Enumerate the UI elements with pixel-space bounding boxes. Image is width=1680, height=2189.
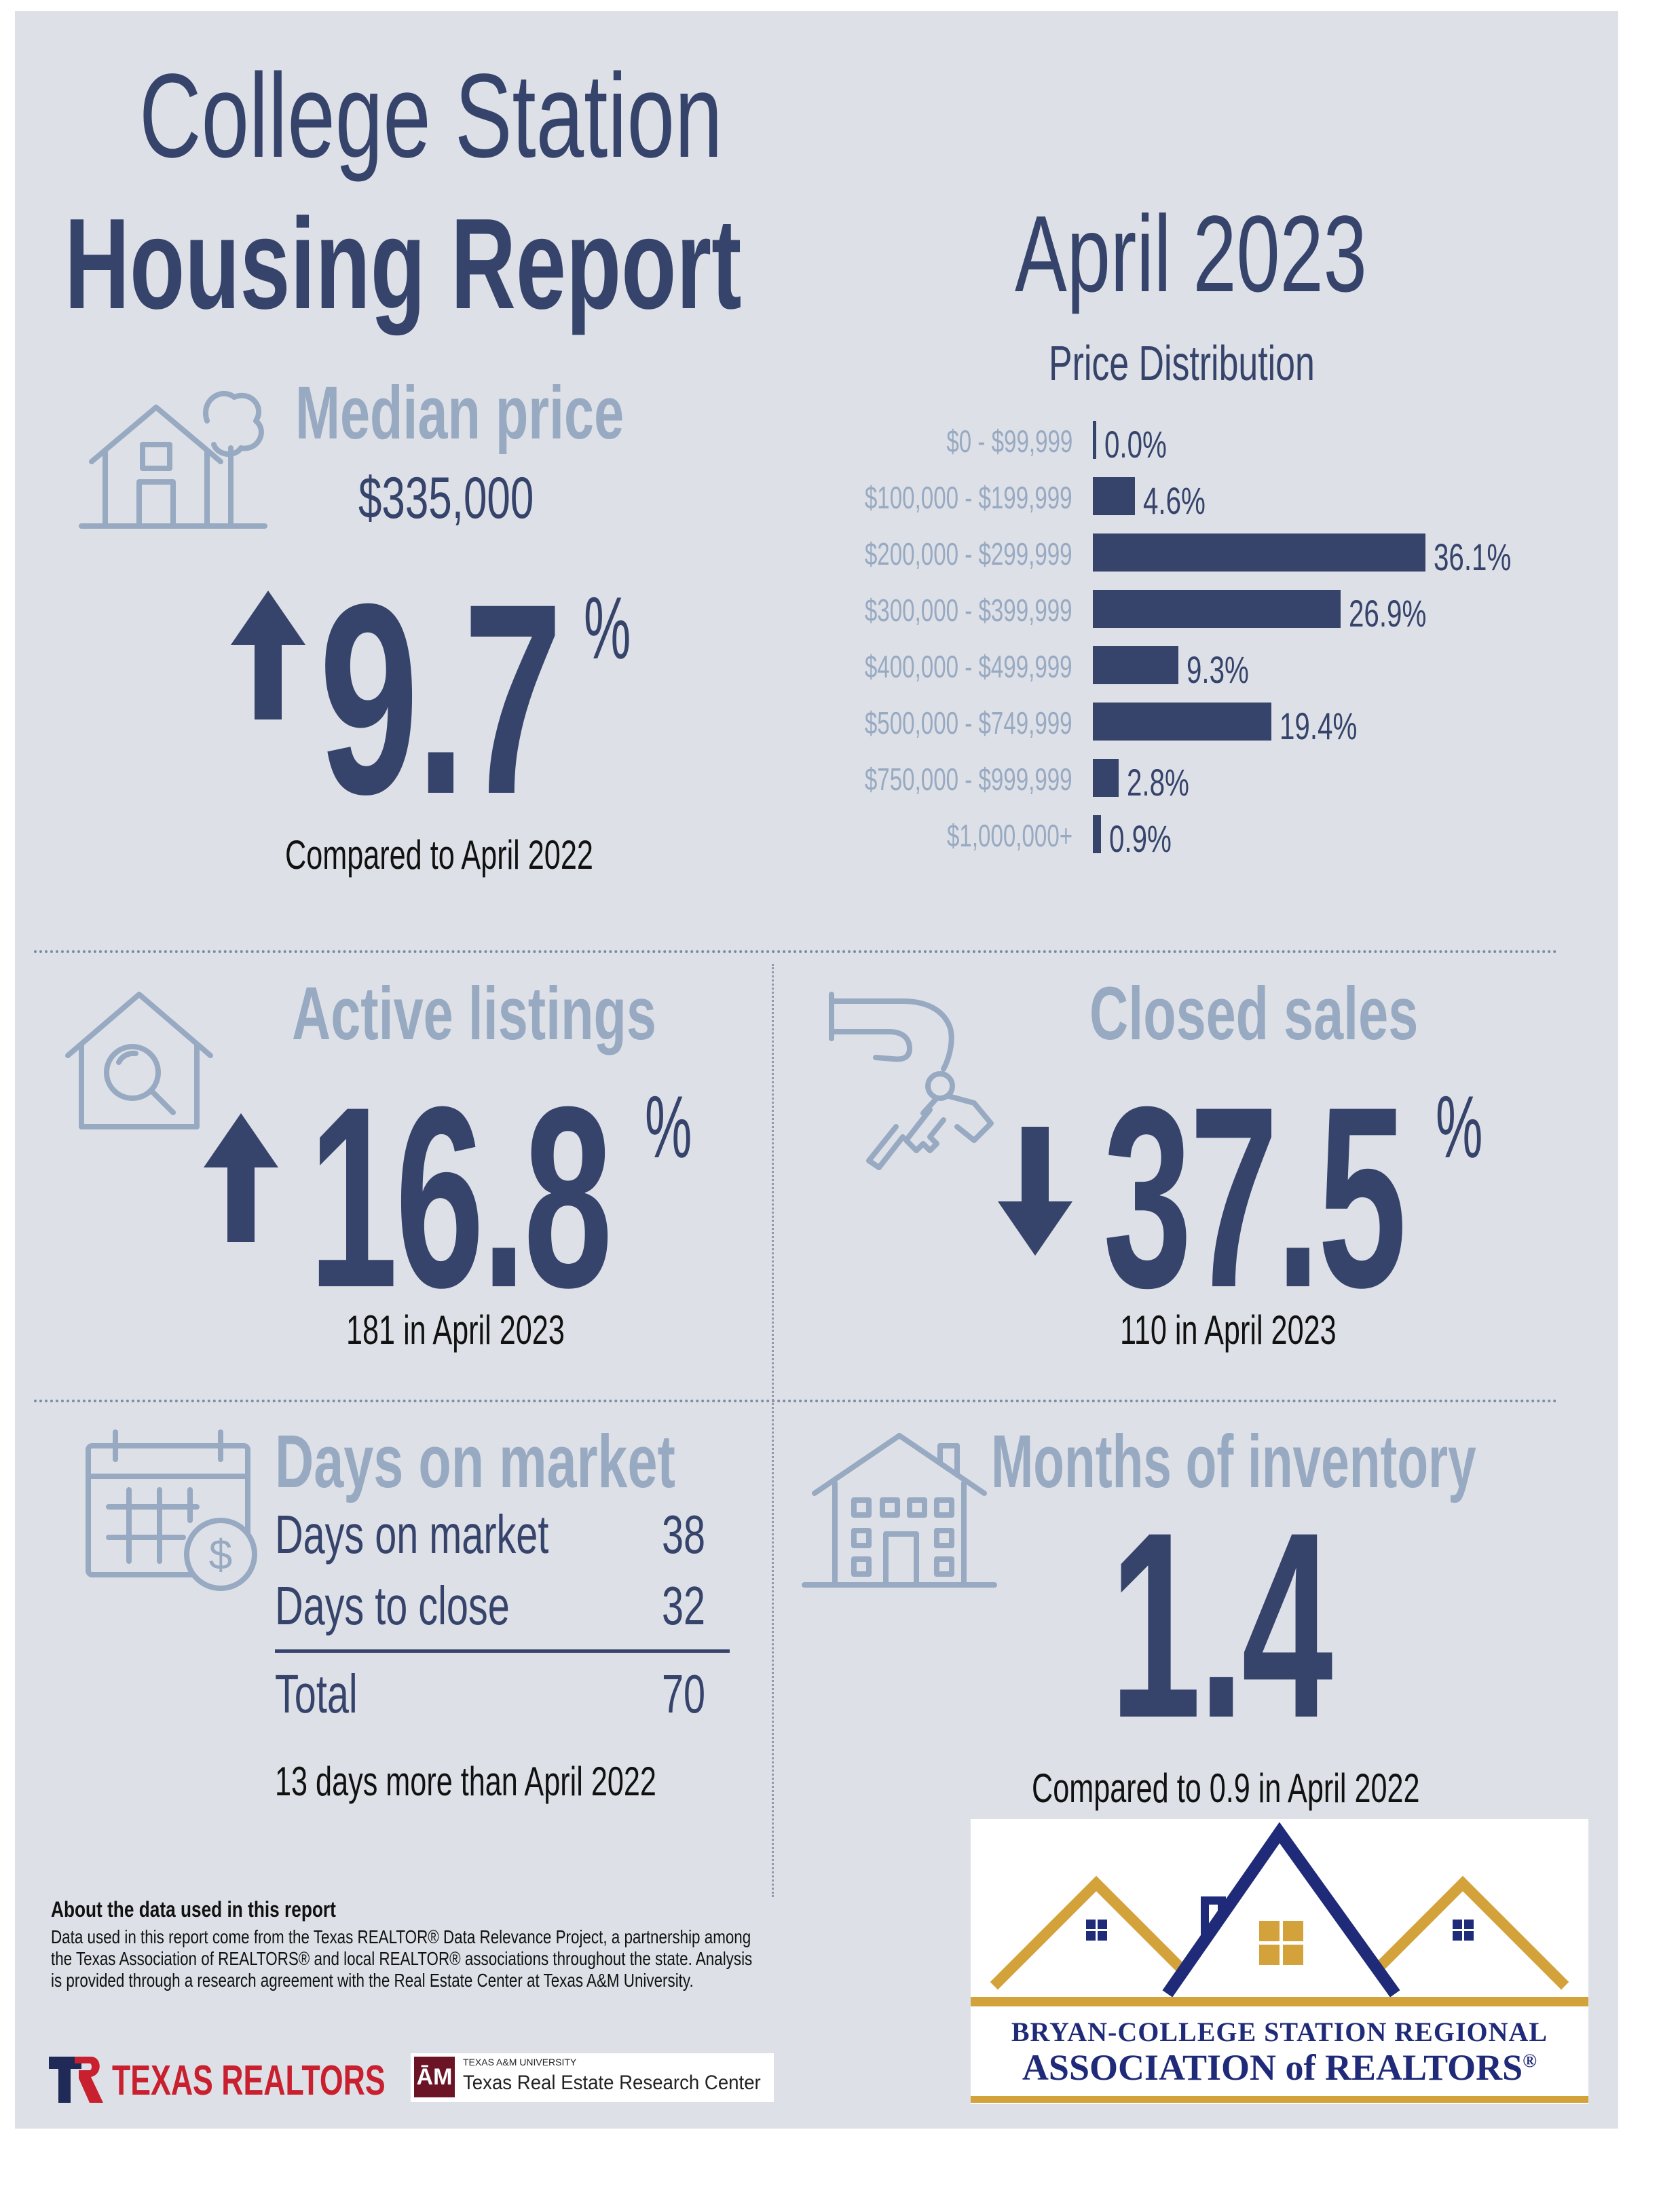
distribution-bar bbox=[1093, 590, 1341, 628]
distribution-bars: 0.0% 4.6% 36.1% 26.9% 9.3% 19.4% 2.8% 0.9% bbox=[1093, 421, 1568, 862]
median-price-value: $335,000 bbox=[358, 466, 534, 531]
closed-sales-title: Closed sales bbox=[1089, 972, 1419, 1055]
distribution-bar bbox=[1093, 815, 1102, 853]
arrow-down-icon bbox=[998, 1127, 1072, 1256]
distribution-value-label: 0.9% bbox=[1109, 817, 1172, 860]
total-row-value: 70 bbox=[662, 1664, 706, 1724]
title-line-2: Housing Report bbox=[64, 192, 742, 336]
distribution-value-label: 2.8% bbox=[1127, 761, 1189, 804]
dtc-row-label: Days to close bbox=[275, 1575, 510, 1636]
active-listings-caption: 181 in April 2023 bbox=[346, 1307, 565, 1353]
distribution-category-label: $500,000 - $749,999 bbox=[865, 705, 1072, 741]
closed-sales-change: 37.5 bbox=[1103, 1053, 1406, 1341]
days-on-market-caption: 13 days more than April 2022 bbox=[275, 1759, 656, 1804]
divider-top bbox=[34, 950, 1558, 953]
dom-row-value: 38 bbox=[662, 1504, 706, 1565]
distribution-category-label: $0 - $99,999 bbox=[946, 424, 1072, 459]
tamu-atm-icon: ĀM bbox=[414, 2057, 455, 2097]
bcs-line-2-text: ASSOCIATION of REALTORS bbox=[1022, 2047, 1523, 2088]
median-price-caption: Compared to April 2022 bbox=[285, 832, 593, 878]
dom-row-label: Days on market bbox=[275, 1504, 549, 1565]
bcs-association-logo: BRYAN-COLLEGE STATION REGIONAL ASSOCIATI… bbox=[971, 1819, 1588, 2104]
distribution-value-label: 9.3% bbox=[1187, 648, 1250, 691]
distribution-category-label: $300,000 - $399,999 bbox=[865, 593, 1072, 628]
active-listings-change: 16.8 bbox=[309, 1053, 612, 1341]
divider-vertical bbox=[772, 964, 774, 1897]
distribution-value-label: 4.6% bbox=[1143, 479, 1206, 522]
median-price-pct: % bbox=[584, 578, 631, 677]
rooftops-logo-icon bbox=[971, 1822, 1588, 2006]
about-text-wrap: Data used in this report come from the T… bbox=[51, 1926, 879, 1991]
days-on-market-title: Days on market bbox=[275, 1420, 675, 1503]
arrow-up-icon bbox=[204, 1113, 278, 1242]
distribution-category-label: $750,000 - $999,999 bbox=[865, 762, 1072, 797]
apartment-building-icon bbox=[802, 1433, 997, 1588]
distribution-category-label: $1,000,000+ bbox=[946, 818, 1072, 853]
months-inventory-title: Months of inventory bbox=[991, 1420, 1476, 1503]
months-inventory-value: 1.4 bbox=[1110, 1477, 1333, 1773]
house-tree-icon bbox=[79, 391, 267, 529]
distribution-category-label: $100,000 - $199,999 bbox=[865, 480, 1072, 515]
house-search-icon bbox=[65, 992, 213, 1129]
months-inventory-caption: Compared to 0.9 in April 2022 bbox=[1032, 1765, 1420, 1811]
report-period: April 2023 bbox=[1015, 193, 1367, 314]
hand-keys-icon bbox=[829, 992, 994, 1170]
texas-realtors-wordmark: TEXAS REALTORS bbox=[112, 2057, 386, 2104]
active-listings-pct: % bbox=[645, 1077, 692, 1176]
about-text: Data used in this report come from the T… bbox=[51, 1926, 753, 1991]
distribution-labels: $0 - $99,999 $100,000 - $199,999 $200,000 … bbox=[747, 421, 1072, 862]
active-listings-title: Active listings bbox=[292, 972, 656, 1055]
calendar-dollar-icon: $ bbox=[86, 1429, 257, 1591]
distribution-bar bbox=[1093, 703, 1272, 741]
median-price-title: Median price bbox=[295, 371, 624, 455]
price-distribution-title: Price Distribution bbox=[1049, 337, 1315, 391]
total-rule bbox=[275, 1649, 730, 1653]
distribution-bar bbox=[1093, 477, 1136, 515]
distribution-value-label: 26.9% bbox=[1349, 592, 1427, 635]
dtc-row-value: 32 bbox=[662, 1575, 706, 1636]
distribution-category-label: $200,000 - $299,999 bbox=[865, 536, 1072, 572]
texas-realtors-logo-icon bbox=[49, 2057, 103, 2103]
distribution-value-label: 0.0% bbox=[1104, 423, 1167, 466]
divider-middle bbox=[34, 1400, 1558, 1402]
title-line-1: College Station bbox=[139, 50, 723, 183]
distribution-value-label: 19.4% bbox=[1280, 705, 1358, 747]
report-panel bbox=[15, 11, 1618, 2129]
distribution-bar bbox=[1093, 421, 1096, 459]
bcs-registered-mark: ® bbox=[1523, 2051, 1537, 2072]
distribution-bar bbox=[1093, 759, 1119, 797]
distribution-bar bbox=[1093, 646, 1179, 684]
closed-sales-caption: 110 in April 2023 bbox=[1120, 1307, 1337, 1353]
bcs-line-1: BRYAN-COLLEGE STATION REGIONAL bbox=[1011, 2017, 1548, 2047]
distribution-category-label: $400,000 - $499,999 bbox=[865, 649, 1072, 684]
median-price-change: 9.7 bbox=[319, 547, 563, 850]
about-title: About the data used in this report bbox=[51, 1897, 336, 1922]
tamu-logo-box bbox=[411, 2053, 774, 2102]
closed-sales-pct: % bbox=[1436, 1077, 1483, 1176]
arrow-up-icon bbox=[231, 591, 305, 719]
bcs-bottom-rule bbox=[971, 2096, 1588, 2103]
tamu-university-label: TEXAS A&M UNIVERSITY bbox=[463, 2057, 577, 2068]
distribution-bar bbox=[1093, 534, 1425, 572]
bcs-line-2: ASSOCIATION of REALTORS® bbox=[971, 2046, 1588, 2089]
svg-text:$: $ bbox=[209, 1532, 232, 1579]
distribution-value-label: 36.1% bbox=[1434, 536, 1512, 578]
total-row-label: Total bbox=[275, 1664, 358, 1724]
tamu-center-label: Texas Real Estate Research Center bbox=[463, 2072, 761, 2094]
